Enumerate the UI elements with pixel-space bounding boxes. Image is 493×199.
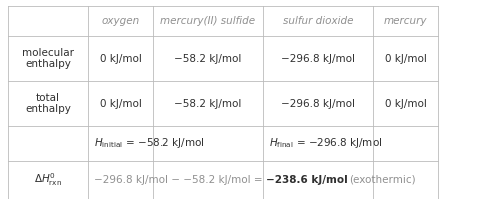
Text: mercury: mercury: [384, 16, 427, 26]
Text: $H_{\mathrm{final}}$ = −296.8 kJ/mol: $H_{\mathrm{final}}$ = −296.8 kJ/mol: [269, 137, 383, 150]
Text: (exothermic): (exothermic): [350, 175, 416, 185]
Text: mercury(II) sulfide: mercury(II) sulfide: [160, 16, 255, 26]
Text: 0 kJ/mol: 0 kJ/mol: [385, 54, 426, 63]
Text: oxygen: oxygen: [102, 16, 140, 26]
Text: −58.2 kJ/mol: −58.2 kJ/mol: [175, 54, 242, 63]
Text: 0 kJ/mol: 0 kJ/mol: [100, 99, 141, 108]
Text: $\Delta H^0_{\mathrm{rxn}}$: $\Delta H^0_{\mathrm{rxn}}$: [34, 172, 62, 188]
Text: total
enthalpy: total enthalpy: [25, 93, 71, 114]
Text: −296.8 kJ/mol: −296.8 kJ/mol: [281, 99, 355, 108]
Text: −296.8 kJ/mol: −296.8 kJ/mol: [281, 54, 355, 63]
Text: 0 kJ/mol: 0 kJ/mol: [100, 54, 141, 63]
Text: sulfur dioxide: sulfur dioxide: [283, 16, 353, 26]
Text: molecular
enthalpy: molecular enthalpy: [22, 48, 74, 69]
Text: $H_{\mathrm{initial}}$ = −58.2 kJ/mol: $H_{\mathrm{initial}}$ = −58.2 kJ/mol: [94, 137, 205, 150]
Text: 0 kJ/mol: 0 kJ/mol: [385, 99, 426, 108]
Text: −296.8 kJ/mol − −58.2 kJ/mol =: −296.8 kJ/mol − −58.2 kJ/mol =: [94, 175, 266, 185]
Text: −58.2 kJ/mol: −58.2 kJ/mol: [175, 99, 242, 108]
Text: −238.6 kJ/mol: −238.6 kJ/mol: [266, 175, 348, 185]
